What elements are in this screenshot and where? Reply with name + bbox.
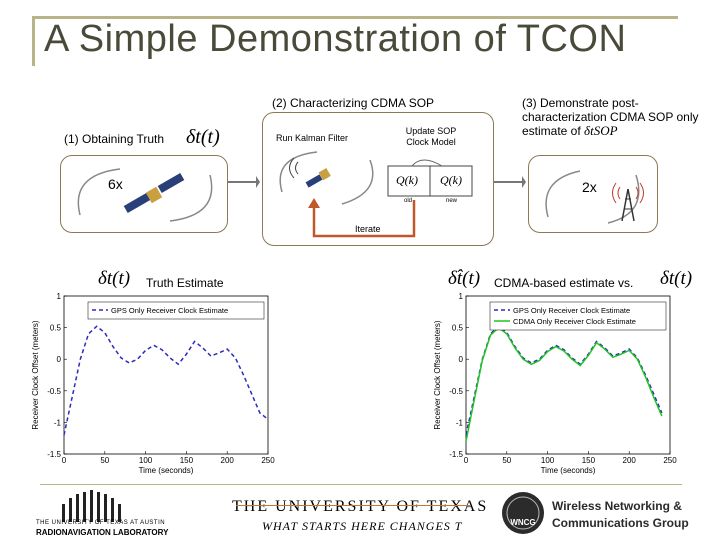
wncg-line2: Communications Group — [552, 516, 689, 530]
legend-box — [87, 301, 265, 320]
wncg-badge-text: WNCG — [510, 518, 536, 527]
rnl-logo-icon — [62, 490, 121, 522]
y-tick-label: -1.5 — [449, 450, 463, 459]
legend-box — [489, 301, 667, 331]
y-tick-label: 1 — [57, 292, 62, 301]
y-tick-label: 0.5 — [50, 324, 62, 333]
y-tick-label: 0.5 — [452, 324, 464, 333]
step1-count: 6x — [108, 176, 123, 192]
y-tick-label: 0 — [459, 355, 464, 364]
kalman-arrow-right — [341, 159, 374, 205]
x-tick-label: 200 — [221, 456, 235, 465]
rnl-line1: THE UNIVERSITY OF TEXAS AT AUSTIN — [36, 520, 166, 526]
right-chart: 0 50 100 150 200 250 -1.5 -1 -0.5 0 0.5 1 Time (seco… — [433, 292, 677, 475]
x-tick-label: 150 — [582, 456, 596, 465]
y-tick-label: 0 — [57, 355, 62, 364]
y-tick-label: -1 — [54, 418, 62, 427]
sop-satellite-icon — [289, 157, 331, 188]
arrow-step2-to-step3 — [494, 176, 526, 188]
step3-count: 2x — [582, 179, 597, 195]
step1-symbol: δt(t) — [186, 126, 220, 148]
right-plot-symbol: δt̂(t) — [448, 268, 481, 289]
legend-label: GPS Only Receiver Clock Estimate — [513, 306, 630, 315]
left-chart: 0 50 100 150 200 250 -1.5 -1 -0.5 0 0.5 1 Time (seco… — [31, 292, 275, 475]
q-update-arrow — [411, 159, 443, 167]
step2-label: (2) Characterizing CDMA SOP — [272, 96, 435, 110]
y-tick-label: -0.5 — [449, 387, 463, 396]
step3-arrow-right — [607, 174, 640, 224]
y-tick-label: 1 — [459, 292, 464, 301]
right-plot-symbol2: δt(t) — [660, 268, 693, 289]
right-plot-header: CDMA-based estimate vs. — [494, 276, 634, 290]
title-frame-top — [32, 16, 678, 19]
wncg-logo-icon — [502, 492, 544, 534]
footer-divider — [40, 484, 682, 485]
x-tick-label: 100 — [139, 456, 153, 465]
rnl-line2: RADIONAVIGATION LABORATORY — [36, 528, 169, 537]
left-plot-header: Truth Estimate — [146, 276, 224, 290]
step1-label: (1) Obtaining Truth — [64, 132, 165, 146]
legend-label: CDMA Only Receiver Clock Estimate — [513, 317, 636, 326]
legend-label: GPS Only Receiver Clock Estimate — [111, 306, 228, 315]
kalman-label: Run Kalman Filter — [276, 133, 349, 143]
ut-line1: THE UNIVERSITY OF TEXAS — [232, 498, 489, 515]
ut-line2: WHAT STARTS HERE CHANGES T — [262, 519, 463, 533]
series-line-1 — [63, 325, 269, 436]
q-old-tag: old — [404, 198, 413, 204]
orbit-arrow-right — [169, 174, 213, 222]
x-tick-label: 100 — [541, 456, 555, 465]
x-axis-label: Time (seconds) — [541, 466, 596, 475]
ut-rule — [236, 505, 470, 506]
step1-art — [77, 168, 213, 222]
update-label: Update SOP Clock Model — [405, 126, 457, 147]
kalman-arrow-left — [279, 151, 318, 193]
iterate-label: Iterate — [355, 224, 381, 234]
iterate-arrow — [308, 198, 416, 238]
y-tick-label: -0.5 — [47, 387, 61, 396]
step2-art — [279, 151, 473, 205]
step2-box — [262, 112, 494, 246]
x-tick-label: 250 — [663, 456, 677, 465]
x-tick-label: 250 — [261, 456, 275, 465]
y-tick-label: -1 — [456, 418, 464, 427]
title-frame-left — [32, 16, 35, 66]
step3-art — [545, 170, 644, 224]
slide-title: A Simple Demonstration of TCON — [44, 18, 627, 60]
y-axis-label: Receiver Clock Offset (meters) — [31, 320, 40, 430]
satellite-icon — [123, 173, 185, 213]
x-tick-label: 150 — [180, 456, 194, 465]
q-old: Q(k) — [396, 173, 418, 187]
x-tick-label: 0 — [464, 456, 469, 465]
x-tick-label: 0 — [62, 456, 67, 465]
q-new-tag: new — [446, 198, 458, 204]
x-tick-label: 50 — [502, 456, 511, 465]
step3-arrow-left — [545, 170, 581, 218]
step3-box — [528, 155, 658, 233]
left-plot-symbol: δt(t) — [98, 268, 131, 289]
orbit-arrow-left — [77, 168, 121, 216]
cell-tower-icon — [612, 182, 644, 222]
step3-label: (3) Demonstrate post-characterization CD… — [522, 96, 699, 138]
x-tick-label: 50 — [100, 456, 109, 465]
y-axis-label: Receiver Clock Offset (meters) — [433, 320, 442, 430]
wncg-line1: Wireless Networking & — [552, 499, 682, 513]
x-axis-label: Time (seconds) — [139, 466, 194, 475]
x-tick-label: 200 — [623, 456, 637, 465]
q-new: Q(k) — [440, 173, 462, 187]
y-tick-label: -1.5 — [47, 450, 61, 459]
arrow-step1-to-step2 — [228, 176, 260, 188]
step1-box — [60, 155, 228, 233]
plot-area — [63, 295, 269, 455]
